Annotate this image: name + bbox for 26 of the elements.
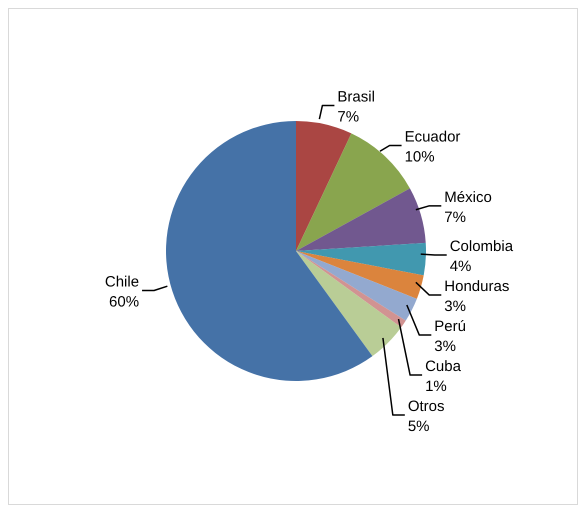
data-label: 7% xyxy=(337,108,360,126)
data-label: 7% xyxy=(444,208,466,226)
slice-label: México xyxy=(444,188,492,206)
data-label: 60% xyxy=(109,294,140,310)
slice-label: Colombia xyxy=(450,238,514,256)
slice-label: Otros xyxy=(408,398,445,416)
data-label: 10% xyxy=(404,148,435,166)
slice-label: Cuba xyxy=(425,358,462,376)
slice-label: Perú xyxy=(434,318,466,336)
data-label: 3% xyxy=(444,298,466,316)
pie-slice xyxy=(296,251,417,321)
pie-slice xyxy=(296,242,426,276)
slice-label: Chile xyxy=(104,274,140,290)
pie-slice xyxy=(296,251,424,299)
data-label: 5% xyxy=(408,418,430,436)
data-label: 3% xyxy=(434,338,456,356)
data-label: 1% xyxy=(425,378,447,396)
data-label: 4% xyxy=(450,258,472,276)
pie-slice xyxy=(296,121,352,251)
slice-label: Ecuador xyxy=(404,128,460,146)
slice-label: Brasil xyxy=(337,88,375,106)
pie-slice xyxy=(166,121,372,381)
pie-slice xyxy=(296,251,406,328)
slice-label: Honduras xyxy=(444,278,510,296)
pie-slice xyxy=(296,188,426,251)
pie-slice xyxy=(296,251,402,356)
